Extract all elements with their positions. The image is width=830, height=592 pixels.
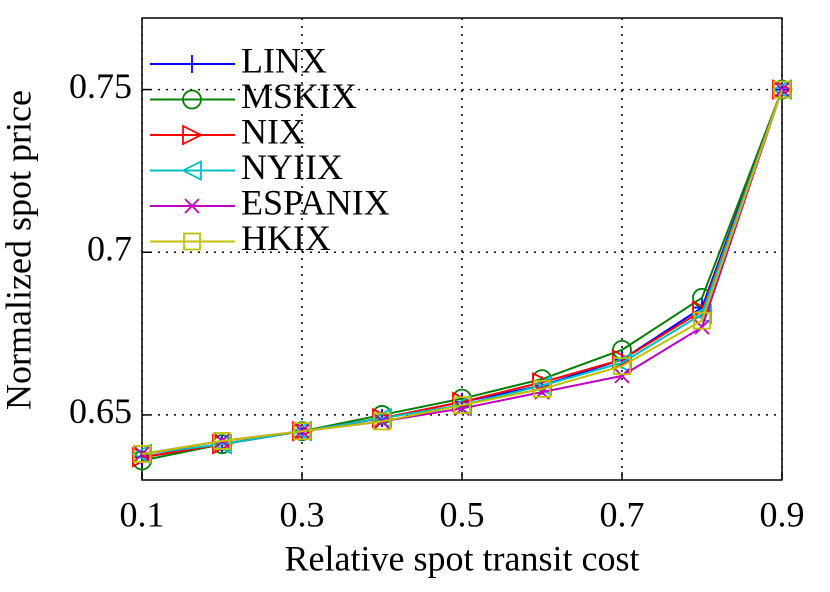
x-tick-label: 0.9 — [760, 494, 805, 534]
legend-label: MSKIX — [241, 76, 357, 116]
plot-frame — [141, 17, 783, 481]
marker — [770, 79, 792, 101]
y-tick-label: 0.7 — [87, 229, 132, 269]
x-axis-label: Relative spot transit cost — [285, 538, 640, 578]
marker — [453, 396, 471, 415]
legend-label: LINX — [241, 40, 327, 80]
marker — [614, 368, 630, 384]
series-line — [141, 89, 783, 455]
marker — [182, 124, 204, 146]
marker — [130, 443, 152, 465]
legend-label: HKIX — [241, 218, 331, 258]
legend-label: ESPANIX — [241, 182, 390, 222]
x-tick-label: 0.7 — [600, 494, 645, 534]
marker — [184, 198, 200, 214]
marker — [180, 160, 202, 181]
y-tick-label: 0.65 — [69, 391, 132, 431]
marker — [532, 371, 554, 393]
marker — [373, 412, 391, 431]
marker — [612, 349, 634, 371]
marker — [213, 432, 231, 450]
y-axis-label: Normalized spot price — [0, 90, 38, 410]
marker — [533, 380, 551, 398]
marker — [693, 311, 711, 330]
x-tick-label: 0.3 — [280, 494, 325, 534]
marker — [133, 445, 151, 463]
marker — [134, 446, 150, 462]
x-tick-label: 0.5 — [440, 494, 485, 534]
y-tick-label: 0.75 — [69, 66, 132, 106]
legend-label: NYIIX — [241, 147, 343, 187]
marker — [183, 55, 201, 73]
x-tick-label: 0.1 — [120, 494, 165, 534]
marker — [773, 80, 791, 99]
marker — [692, 300, 714, 322]
legend-label: NIX — [241, 111, 305, 151]
marker — [182, 89, 202, 110]
marker — [290, 420, 312, 442]
marker — [613, 357, 631, 376]
marker — [183, 232, 201, 251]
marker — [293, 422, 311, 441]
